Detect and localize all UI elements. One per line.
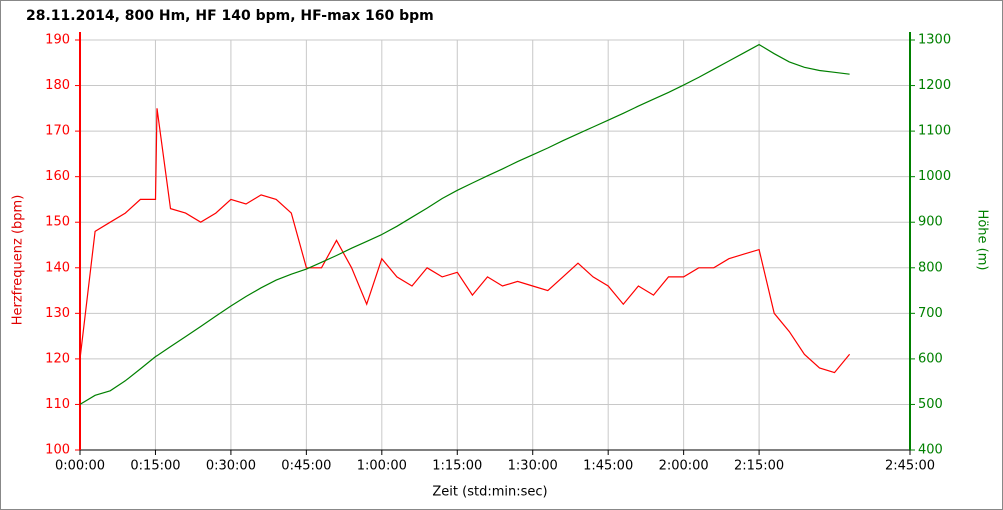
y2-tick-label: 900 (918, 215, 943, 230)
y-tick-label: 150 (45, 215, 70, 230)
x-tick-label: 1:45:00 (583, 459, 633, 474)
y2-tick-label: 1300 (918, 33, 951, 48)
line-series (79, 108, 851, 374)
x-tick-label: 1:15:00 (432, 459, 482, 474)
x-tick-label: 2:00:00 (659, 459, 709, 474)
y2-tick-label: 400 (918, 443, 943, 458)
x-tick-label: 2:15:00 (734, 459, 784, 474)
x-tick-label: 0:45:00 (281, 459, 331, 474)
x-tick-label: 0:00:00 (55, 459, 105, 474)
y2-tick-label: 1200 (918, 78, 951, 93)
y-axis-label: Herzfrequenz (bpm) (11, 195, 26, 326)
y2-tick-label: 600 (918, 351, 943, 366)
y-tick-label: 110 (45, 397, 70, 412)
y2-tick-label: 500 (918, 397, 943, 412)
x-tick-label: 0:15:00 (130, 459, 180, 474)
y-tick-label: 120 (45, 351, 70, 366)
y-tick-label: 140 (45, 260, 70, 275)
y-tick-label: 130 (45, 306, 70, 321)
y2-tick-label: 700 (918, 306, 943, 321)
x-tick-label: 1:30:00 (508, 459, 558, 474)
x-tick-label: 2:45:00 (885, 459, 935, 474)
y-tick-label: 190 (45, 33, 70, 48)
y2-tick-label: 1100 (918, 124, 951, 139)
y2-tick-label: 800 (918, 260, 943, 275)
x-tick-label: 0:30:00 (206, 459, 256, 474)
line-series (79, 43, 850, 405)
y2-axis-label: Höhe (m) (975, 210, 990, 271)
chart-title: 28.11.2014, 800 Hm, HF 140 bpm, HF-max 1… (26, 8, 434, 24)
y-tick-label: 160 (45, 169, 70, 184)
y2-tick-label: 1000 (918, 169, 951, 184)
x-axis-label: Zeit (std:min:sec) (432, 485, 547, 500)
y-tick-label: 180 (45, 78, 70, 93)
y-tick-label: 100 (45, 443, 70, 458)
x-tick-label: 1:00:00 (357, 459, 407, 474)
y-tick-label: 170 (45, 124, 70, 139)
